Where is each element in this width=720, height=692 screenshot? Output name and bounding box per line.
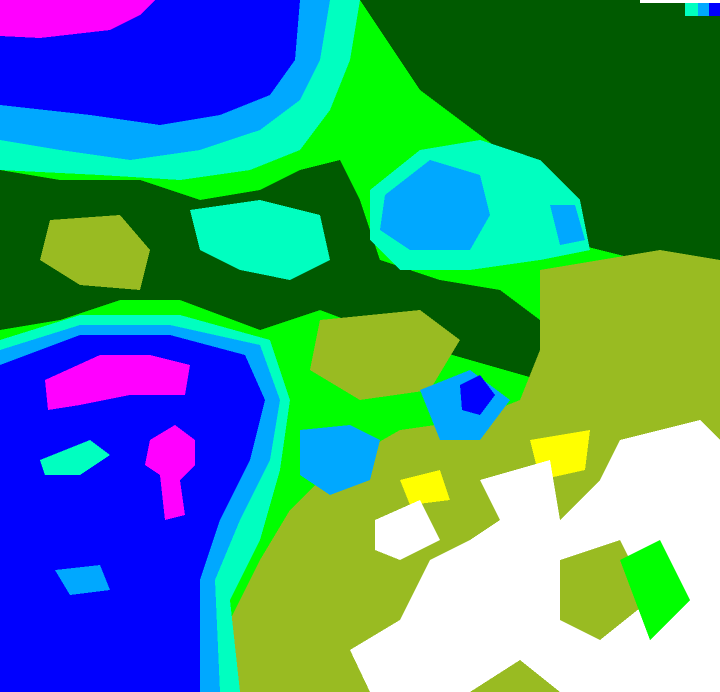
magenta-blob-upper [45, 355, 190, 410]
white-patch-left [375, 500, 440, 560]
green-patch-lower-right [620, 540, 690, 640]
blue-cluster-right [460, 375, 495, 415]
light-blue-corner [698, 3, 709, 16]
aquamarine-patch-left [40, 440, 110, 475]
light-blue-patch-lower-left [55, 565, 110, 595]
blue-corner [709, 3, 720, 16]
olive-patch-center [310, 310, 460, 400]
yellow-patch-left [400, 470, 450, 505]
magenta-blob-lower [145, 425, 195, 520]
light-blue-cluster-center [300, 425, 380, 495]
aquamarine-patch-center [190, 200, 330, 280]
light-blue-blob-center [380, 160, 490, 250]
olive-patch-left [40, 215, 150, 290]
dark-green-region-top-right [360, 0, 720, 270]
light-blue-blob-right [550, 205, 585, 245]
white-corner [640, 0, 720, 3]
aquamarine-corner [685, 3, 698, 16]
magenta-region-top-left [0, 0, 155, 38]
blue-region-bottom-left [0, 335, 265, 692]
white-region-main [350, 420, 720, 692]
